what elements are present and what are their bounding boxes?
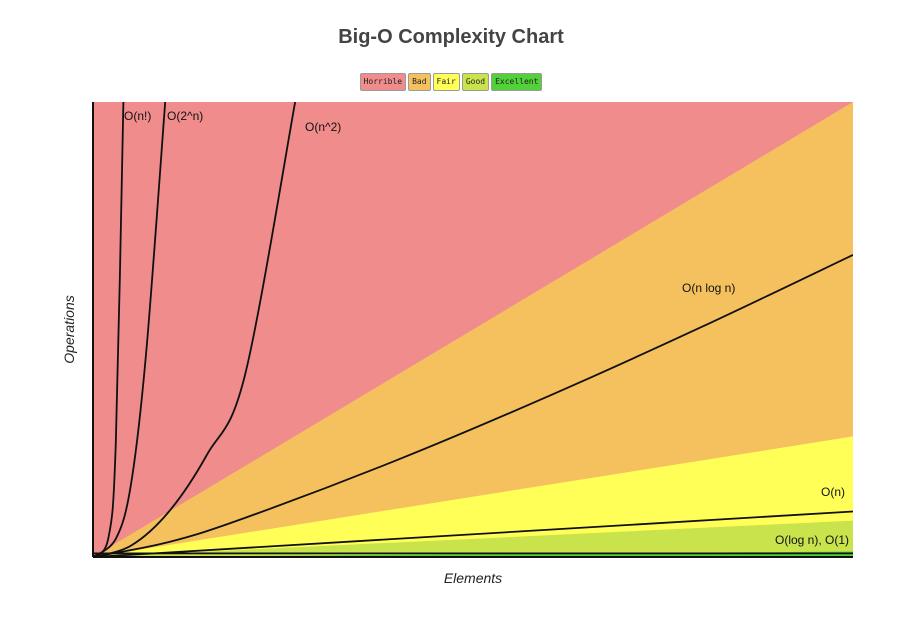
regions-group — [93, 102, 853, 557]
series-labels: O(n!) O(2^n) O(n^2) O(n log n) O(n) O(log n),… — [124, 109, 849, 547]
series-line-0 — [93, 102, 125, 557]
legend: Horrible Bad Fair Good Excellent — [0, 73, 902, 91]
series-label-0: O(n!) — [124, 109, 151, 123]
x-axis-label: Elements — [444, 570, 502, 586]
series-line-1 — [93, 102, 167, 557]
series-line-2 — [93, 102, 297, 557]
legend-excellent: Excellent — [491, 73, 543, 91]
series-label-2: O(n^2) — [305, 120, 341, 134]
axes-group — [92, 102, 853, 558]
curves-group — [93, 102, 853, 557]
series-line-4 — [93, 510, 853, 557]
series-label-1: O(2^n) — [167, 109, 203, 123]
series-line-3 — [93, 254, 853, 557]
region-good — [93, 520, 853, 557]
region-bad — [93, 102, 853, 557]
series-label-3: O(n log n) — [682, 281, 735, 295]
y-axis-label: Operations — [61, 295, 77, 363]
series-label-4: O(n) — [821, 485, 845, 499]
legend-horrible: Horrible — [359, 73, 407, 91]
legend-bad: Bad — [408, 73, 431, 91]
legend-fair: Fair — [432, 73, 460, 91]
region-fair — [93, 436, 853, 557]
region-excellent — [93, 551, 853, 557]
legend-good: Good — [461, 73, 490, 91]
chart-title: Big-O Complexity Chart — [338, 26, 564, 48]
series-label-5: O(log n), O(1) — [775, 533, 849, 547]
